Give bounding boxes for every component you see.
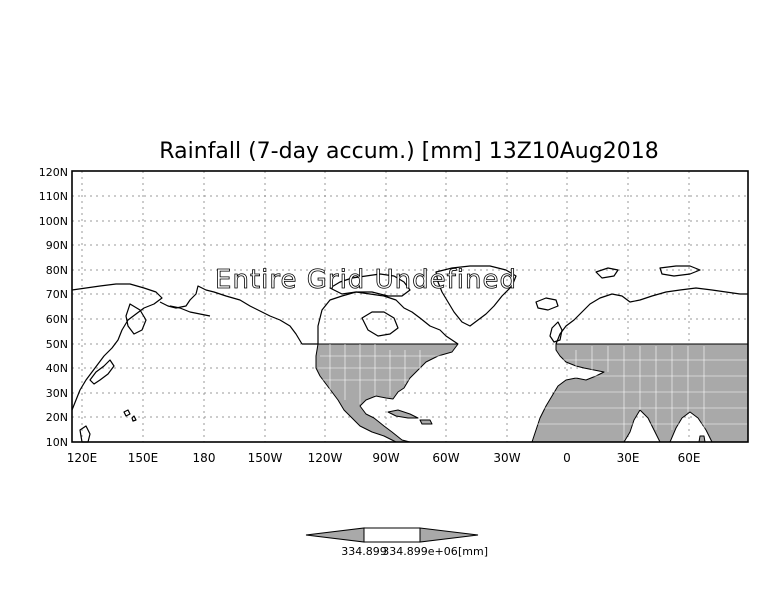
political-borders [318,344,748,440]
colorbar-unit: [mm] [458,545,488,558]
coastlines [71,265,748,443]
lat-label: 10N [46,436,68,449]
coast-north-america-north [159,285,459,345]
map-panel: Entire Grid Undefined [71,170,749,443]
shaded-north-america [315,343,459,443]
lat-label: 80N [46,264,68,277]
coast-hudson-bay [361,311,399,337]
map-title: Rainfall (7-day accum.) [mm] 13Z10Aug201… [159,139,658,164]
lon-label: 180 [193,451,216,465]
lat-label: 70N [46,288,68,301]
lon-label: 150E [128,451,159,465]
lat-label: 60N [46,313,68,326]
lon-label: 30W [493,451,520,465]
coast-novaya-zemlya [659,265,701,277]
lon-label: 0 [563,451,571,465]
shaded-sri-lanka [698,435,706,443]
lon-label: 90W [372,451,399,465]
colorbar-label-right: 334.899e+06 [382,545,457,558]
lon-label: 120E [67,451,98,465]
lat-label: 50N [46,338,68,351]
colorbar-left-arrow [305,527,365,543]
lon-label: 120W [308,451,343,465]
coast-arctic-islands [329,273,411,297]
coast-iceland [535,297,559,311]
colorbar-right-arrow [419,527,479,543]
coast-hawaii [123,409,137,422]
coast-aleutians [169,305,211,317]
lon-label: 30E [617,451,640,465]
lat-label: 20N [46,411,68,424]
colorbar-label-left: 334.899 [341,545,387,558]
lat-label: 90N [46,239,68,252]
coast-british-isles [549,321,563,343]
colorbar: 334.899 334.899e+06 [mm] [305,527,488,558]
lat-label: 110N [39,190,68,203]
shaded-hispaniola [419,419,433,425]
coast-east-asia [71,283,163,411]
lon-label: 150W [248,451,283,465]
shaded-cuba [387,409,419,419]
lat-label: 30N [46,387,68,400]
coast-europe-north [555,287,748,345]
lat-axis: 120N 110N 100N 90N 80N 70N 60N 50N 40N 3… [39,166,68,449]
coast-greenland [435,265,517,327]
lat-label: 100N [39,215,68,228]
lon-label: 60E [678,451,701,465]
lat-label: 40N [46,362,68,375]
lon-axis: 120E 150E 180 150W 120W 90W 60W 30W 0 30… [67,451,701,465]
coast-svalbard [595,267,619,279]
colorbar-box [363,527,421,543]
coast-japan [89,359,115,385]
lon-label: 60W [432,451,459,465]
map-frame [71,170,749,443]
coast-kamchatka [125,303,147,335]
undefined-grid-message: Entire Grid Undefined [215,265,517,295]
coast-philippines [79,425,91,443]
lat-label: 120N [39,166,68,179]
